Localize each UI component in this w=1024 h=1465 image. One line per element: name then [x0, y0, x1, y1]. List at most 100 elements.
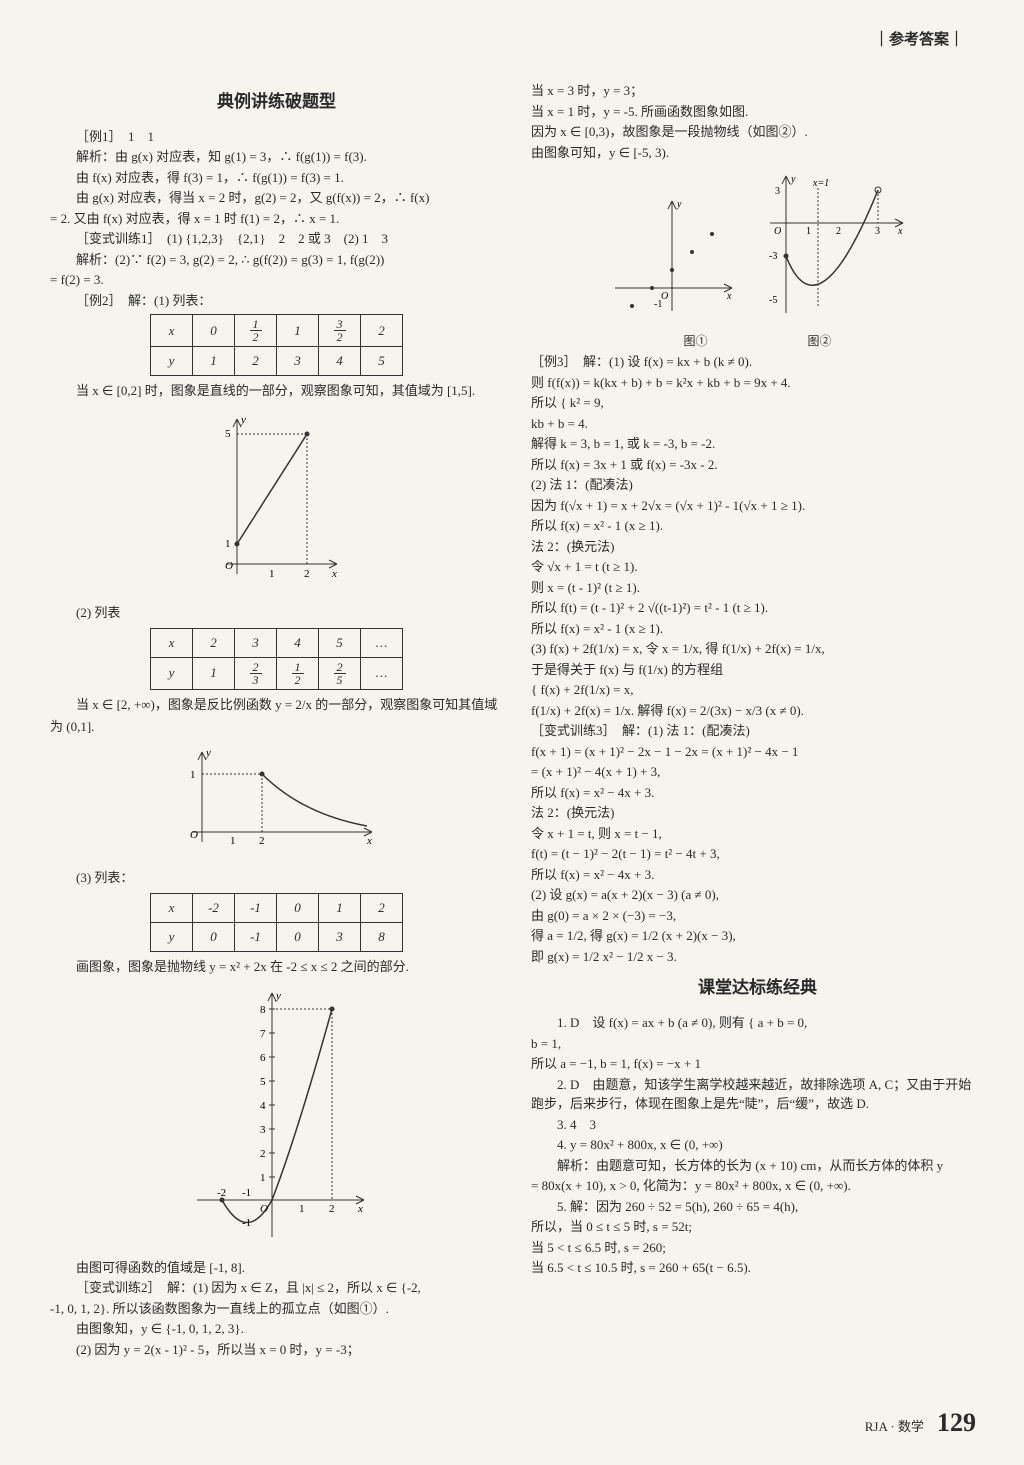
svg-text:y: y: [676, 199, 682, 210]
t2-h5: …: [361, 628, 403, 657]
r-class-2: 所以 a = −1, b = 1, f(x) = −x + 1: [531, 1054, 984, 1074]
svg-text:4: 4: [260, 1100, 266, 1112]
r-mid-13: 所以 f(x) = x² - 1 (x ≥ 1).: [531, 619, 984, 639]
left-tail-4: (2) 因为 y = 2(x - 1)² - 5，所以当 x = 0 时，y =…: [50, 1340, 503, 1360]
r-mid-7: 因为 f(√x + 1) = x + 2√x = (√x + 1)² - 1(√…: [531, 496, 984, 516]
t2-h1: 2: [193, 628, 235, 657]
svg-text:1: 1: [269, 568, 275, 580]
svg-text:1: 1: [260, 1172, 266, 1184]
t3-h3: 0: [277, 894, 319, 923]
left-line-1: 解析：由 g(x) 对应表，知 g(1) = 3，∴ f(g(1)) = f(3…: [50, 147, 503, 167]
section-title-examples: 典例讲练破题型: [50, 88, 503, 117]
svg-text:-3: -3: [769, 251, 777, 262]
left-l2-title: (2) 列表: [50, 602, 503, 624]
header-label: ｜参考答案｜: [874, 28, 964, 54]
right-column: 当 x = 3 时，y = 3； 当 x = 1 时，y = -5. 所画函数图…: [531, 80, 984, 1360]
svg-text:y: y: [275, 990, 281, 1002]
r-mid-5: 所以 f(x) = 3x + 1 或 f(x) = -3x - 2.: [531, 455, 984, 475]
r-mid-25: 所以 f(x) = x² − 4x + 3.: [531, 865, 984, 885]
r-mid-21: 所以 f(x) = x² − 4x + 3.: [531, 783, 984, 803]
t3-r3: 0: [277, 923, 319, 952]
r-class-7: = 80x(x + 10), x > 0, 化简为：y = 80x² + 800…: [531, 1176, 984, 1196]
t1-r3: 3: [277, 347, 319, 376]
page-footer: RJA · 数学 129: [865, 1401, 976, 1445]
svg-text:-2: -2: [217, 1187, 226, 1199]
svg-text:O: O: [260, 1203, 268, 1215]
r-mid-10: 令 √x + 1 = t (t ≥ 1).: [531, 557, 984, 577]
table-3: x -2 -1 0 1 2 y 0 -1 0 3 8: [150, 893, 403, 952]
content-columns: 典例讲练破题型 ［例1］ 1 1 解析：由 g(x) 对应表，知 g(1) = …: [50, 80, 984, 1360]
svg-text:2: 2: [836, 226, 841, 237]
t3-h4: 1: [319, 894, 361, 923]
left-line-6: 解析：(2)∵ f(2) = 3, g(2) = 2, ∴ g(f(2)) = …: [50, 250, 503, 270]
r-top-3: 由图象可知，y ∈ [-5, 3).: [531, 143, 984, 163]
left-tail-3: 由图象知，y ∈ {-1, 0, 1, 2, 3}.: [50, 1319, 503, 1339]
t1-h5: 2: [361, 315, 403, 347]
svg-text:y: y: [790, 174, 796, 185]
r-class-5: 4. y = 80x² + 800x, x ∈ (0, +∞): [531, 1135, 984, 1155]
t2-r3: 12: [277, 657, 319, 689]
table-1: x 0 12 1 32 2 y 1 2 3 4 5: [150, 314, 403, 376]
r-mid-20: = (x + 1)² − 4(x + 1) + 3,: [531, 762, 984, 782]
t1-r4: 4: [319, 347, 361, 376]
r-class-8: 5. 解：因为 260 ÷ 52 = 5(h), 260 ÷ 65 = 4(h)…: [531, 1197, 984, 1217]
svg-text:-1: -1: [242, 1217, 251, 1229]
t3-r5: 8: [361, 923, 403, 952]
left-column: 典例讲练破题型 ［例1］ 1 1 解析：由 g(x) 对应表，知 g(1) = …: [50, 80, 503, 1360]
left-tail-1: ［变式训练2］ 解：(1) 因为 x ∈ Z，且 |x| ≤ 2，所以 x ∈ …: [50, 1278, 503, 1298]
r-mid-23: 令 x + 1 = t, 则 x = t − 1,: [531, 824, 984, 844]
t2-r2: 23: [235, 657, 277, 689]
svg-text:5: 5: [260, 1076, 266, 1088]
r-mid-17: f(1/x) + 2f(x) = 1/x. 解得 f(x) = 2/(3x) −…: [531, 701, 984, 721]
r-mid-18: ［变式训练3］ 解：(1) 法 1：(配凑法): [531, 721, 984, 741]
table-2: x 2 3 4 5 … y 1 23 12 25 …: [150, 628, 403, 690]
r-mid-19: f(x + 1) = (x + 1)² − 2x − 1 − 2x = (x +…: [531, 742, 984, 762]
svg-text:x: x: [726, 291, 732, 302]
t1-h3: 1: [277, 315, 319, 347]
svg-text:1: 1: [230, 835, 236, 847]
dual-graph: O x y -1 O 123 x y 3 -3: [531, 168, 984, 325]
svg-text:x: x: [331, 568, 337, 580]
left-line-0: ［例1］ 1 1: [50, 127, 503, 147]
r-mid-24: f(t) = (t − 1)² − 2(t − 1) = t² − 4t + 3…: [531, 844, 984, 864]
svg-text:6: 6: [260, 1052, 266, 1064]
left-line-2: 由 f(x) 对应表，得 f(3) = 1，∴ f(g(1)) = f(3) =…: [50, 168, 503, 188]
t2-r4: 25: [319, 657, 361, 689]
graph-2-svg: O 12 x 1 y: [172, 744, 382, 854]
r-mid-8: 所以 f(x) = x² - 1 (x ≥ 1).: [531, 516, 984, 536]
t2-h3: 4: [277, 628, 319, 657]
r-top-0: 当 x = 3 时，y = 3；: [531, 81, 984, 101]
svg-text:3: 3: [775, 186, 780, 197]
t2-h0: x: [151, 628, 193, 657]
t1-h4: 32: [319, 315, 361, 347]
graph-2: O 12 x 1 y: [50, 744, 503, 861]
r-mid-15: 于是得关于 f(x) 与 f(1/x) 的方程组: [531, 660, 984, 680]
left-l3-title: (3) 列表：: [50, 867, 503, 889]
r-mid-26: (2) 设 g(x) = a(x + 2)(x − 3) (a ≠ 0),: [531, 885, 984, 905]
left-tail-2: -1, 0, 1, 2}. 所以该函数图象为一直线上的孤立点（如图①）.: [50, 1299, 503, 1319]
t3-r0: y: [151, 923, 193, 952]
r-mid-16: { f(x) + 2f(1/x) = x,: [531, 680, 984, 700]
svg-text:O: O: [190, 829, 198, 841]
t1-r1: 1: [193, 347, 235, 376]
t3-h0: x: [151, 894, 193, 923]
left-line-4: = 2. 又由 f(x) 对应表，得 x = 1 时 f(1) = 2，∴ x …: [50, 209, 503, 229]
r-class-1: b = 1,: [531, 1034, 984, 1054]
t2-r5: …: [361, 657, 403, 689]
caption-left: 图①: [683, 331, 707, 351]
svg-text:-5: -5: [769, 295, 777, 306]
r-top-1: 当 x = 1 时，y = -5. 所画函数图象如图.: [531, 102, 984, 122]
svg-text:1: 1: [299, 1203, 305, 1215]
svg-text:-1: -1: [654, 299, 662, 310]
svg-text:2: 2: [304, 568, 310, 580]
t1-h2: 12: [235, 315, 277, 347]
graph-1: O 12 x 15 y: [50, 409, 503, 596]
r-mid-6: (2) 法 1：(配凑法): [531, 475, 984, 495]
left-line-3: 由 g(x) 对应表，得当 x = 2 时，g(2) = 2，又 g(f(x))…: [50, 188, 503, 208]
svg-text:1: 1: [806, 226, 811, 237]
t2-r1: 1: [193, 657, 235, 689]
r-class-6: 解析：由题意可知，长方体的长为 (x + 10) cm，从而长方体的体积 y: [531, 1156, 984, 1176]
t3-r4: 3: [319, 923, 361, 952]
svg-text:y: y: [205, 747, 211, 759]
t3-h5: 2: [361, 894, 403, 923]
